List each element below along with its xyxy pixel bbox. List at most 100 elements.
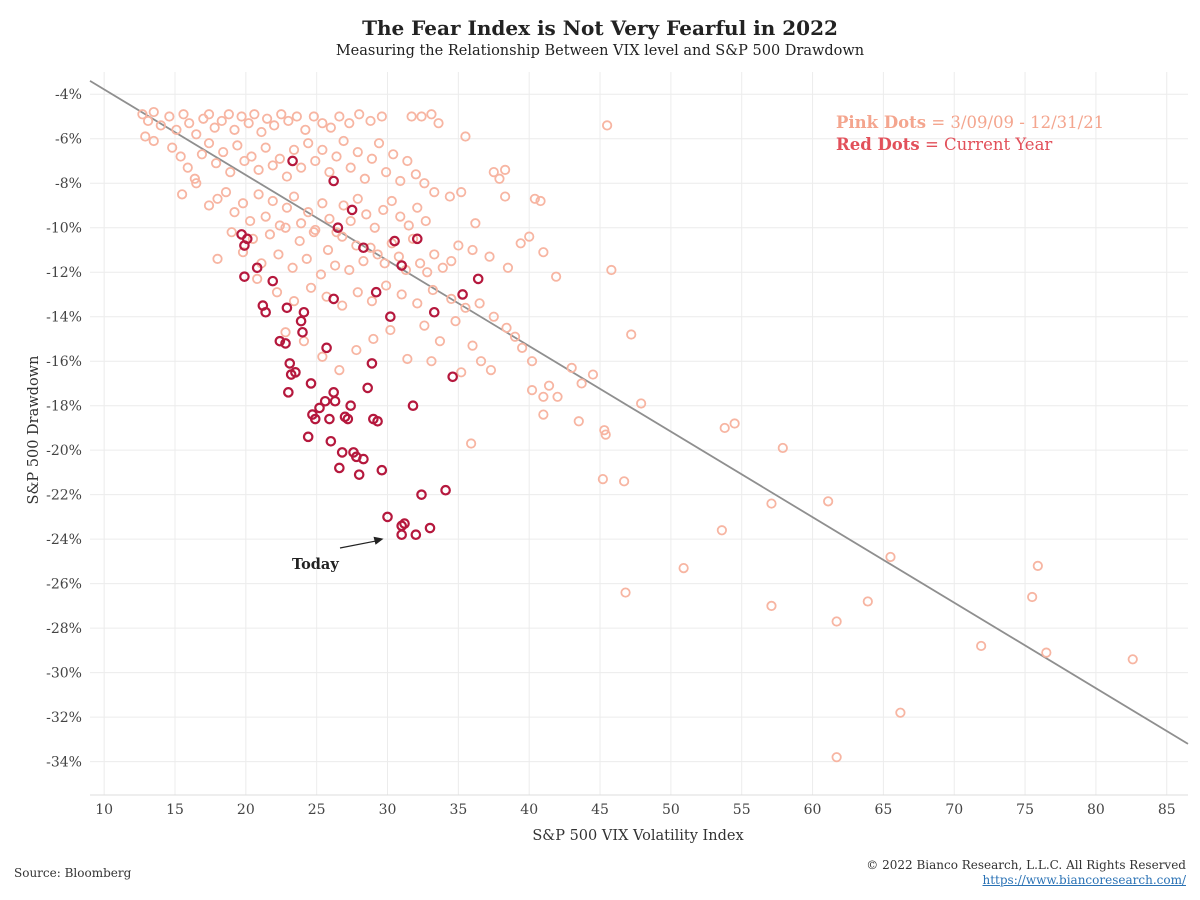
pink-dot: [1027, 591, 1038, 603]
x-tick-label: 80: [1087, 802, 1105, 818]
pink-dot: [1032, 560, 1043, 571]
pink-dot: [456, 187, 467, 198]
red-dot: [305, 378, 317, 389]
pink-dot: [470, 218, 481, 229]
pink-dot: [416, 111, 427, 122]
red-dot: [389, 235, 400, 247]
pink-dot: [253, 164, 264, 175]
pink-dot: [373, 138, 385, 149]
red-dot: [358, 242, 369, 254]
pink-dot: [427, 284, 438, 296]
red-dot: [295, 315, 307, 327]
pink-dot: [515, 238, 526, 249]
pink-dot: [502, 262, 514, 273]
trendline: [89, 80, 1189, 745]
pink-dot: [317, 198, 328, 209]
pink-dot: [395, 211, 406, 222]
pink-dot: [576, 378, 587, 389]
pink-dot: [467, 244, 478, 256]
pink-dot: [203, 200, 215, 211]
x-tick-label: 60: [804, 802, 822, 818]
pink-dot: [381, 167, 392, 178]
red-dot: [329, 395, 341, 407]
red-dot: [366, 358, 378, 369]
pink-dot: [274, 153, 285, 164]
copyright-block: © 2022 Bianco Research, L.L.C. All Right…: [866, 858, 1186, 888]
pink-dot: [334, 364, 345, 376]
pink-dot: [716, 525, 727, 536]
pink-dot: [305, 282, 317, 293]
pink-dot: [538, 391, 549, 402]
pink-dot: [678, 562, 689, 574]
pink-dot: [359, 173, 370, 184]
website-link[interactable]: https://www.biancoresearch.com/: [982, 873, 1186, 887]
legend-key-red: Red Dots: [836, 135, 920, 154]
red-dot: [328, 387, 339, 398]
pink-dot: [450, 316, 461, 327]
pink-dot: [216, 115, 227, 127]
pink-dot: [294, 235, 305, 247]
y-tick-label: -16%: [46, 354, 82, 370]
pink-dot: [315, 269, 327, 280]
pink-dot: [372, 249, 383, 260]
pink-dot: [291, 111, 302, 122]
legend-key-pink: Pink Dots: [836, 113, 926, 132]
pink-dot: [426, 109, 437, 120]
pink-dot: [269, 120, 280, 131]
pink-dot: [766, 498, 777, 509]
pink-dot: [379, 258, 390, 269]
red-dot: [280, 338, 291, 349]
red-dot: [287, 155, 298, 167]
pink-dot: [249, 109, 260, 120]
red-dot: [345, 400, 356, 411]
red-dot: [267, 275, 279, 287]
red-dot: [298, 306, 310, 318]
red-dot: [239, 271, 250, 282]
pink-dot: [196, 149, 208, 160]
pink-dot: [777, 442, 788, 454]
pink-dot: [484, 251, 495, 262]
pink-dot: [232, 140, 243, 151]
red-dot: [283, 387, 294, 398]
pink-dot: [300, 124, 311, 135]
y-tick-label: -30%: [46, 666, 82, 682]
red-dot: [424, 522, 436, 534]
pink-dot: [261, 113, 273, 124]
pink-dot: [148, 106, 159, 118]
pink-dot: [1041, 647, 1052, 658]
pink-dot: [324, 167, 335, 178]
pink-dot: [381, 280, 392, 291]
y-tick-label: -28%: [46, 621, 82, 637]
pink-dot: [303, 138, 314, 149]
pink-dot: [352, 146, 363, 158]
pink-dot: [526, 385, 538, 396]
pink-dot: [273, 249, 284, 260]
pink-dot: [402, 155, 413, 167]
y-tick-label: -4%: [55, 87, 82, 103]
pink-dot: [218, 146, 229, 158]
pink-dot: [412, 298, 423, 309]
red-dot: [281, 302, 293, 314]
pink-dot: [276, 109, 287, 120]
pink-dot: [475, 356, 487, 367]
pink-dot: [410, 169, 421, 180]
pink-dot: [419, 320, 430, 331]
svg-text:Red Dots = Current Year: Red Dots = Current Year: [836, 135, 1052, 154]
pink-dot: [429, 249, 440, 260]
pink-dot: [253, 189, 264, 200]
pink-dot: [500, 191, 511, 202]
pink-dot: [393, 251, 404, 262]
today-annotation: Today: [292, 536, 384, 573]
pink-dot: [602, 120, 613, 131]
pink-dot: [244, 215, 256, 227]
pink-dot: [317, 351, 328, 362]
y-tick-label: -8%: [55, 176, 82, 192]
pink-dot: [573, 416, 584, 427]
y-tick-label: -12%: [46, 265, 82, 281]
pink-dot: [376, 111, 387, 122]
pink-dot: [167, 142, 178, 153]
pink-dot: [334, 111, 345, 122]
red-dot: [407, 400, 419, 411]
pink-dot: [303, 207, 314, 218]
pink-dot: [636, 398, 647, 409]
